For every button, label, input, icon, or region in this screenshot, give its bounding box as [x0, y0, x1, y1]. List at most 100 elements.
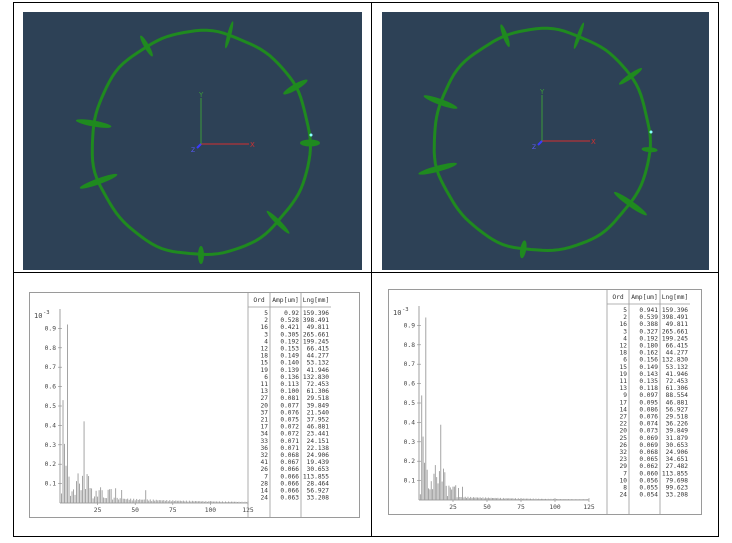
table-cell: 16	[261, 324, 269, 331]
table-cell: 39.849	[307, 402, 330, 409]
table-cell: 0.068	[280, 452, 299, 459]
table-cell: 0.073	[639, 428, 658, 435]
table-cell: 0.055	[639, 485, 658, 492]
x-tick-label: 50	[483, 504, 491, 511]
probe-marker	[649, 130, 653, 134]
x-tick-label: 25	[449, 504, 457, 511]
table-cell: 24.906	[666, 449, 689, 456]
table-cell: 14	[620, 406, 628, 413]
table-cell: 10	[620, 477, 628, 484]
z-axis-line	[196, 143, 202, 149]
table-cell: 44.277	[307, 353, 330, 360]
table-cell: 0.067	[280, 459, 299, 466]
roundness-viewport-right[interactable]: X Y Z	[382, 12, 709, 270]
table-cell: 0.063	[280, 495, 299, 502]
table-cell: 0.060	[639, 470, 658, 477]
y-tick-label: 0.3	[404, 439, 416, 446]
table-cell: 7	[623, 470, 627, 477]
table-cell: 12	[620, 343, 628, 350]
profile-deviation-blob	[613, 191, 647, 216]
table-cell: 72.453	[307, 381, 330, 388]
profile-deviation-blob	[198, 246, 204, 264]
row-divider	[13, 272, 719, 273]
roundness-profile-ring	[432, 26, 652, 253]
table-cell: 32	[620, 449, 628, 456]
table-cell: 20	[620, 428, 628, 435]
x-tick-label: 75	[517, 504, 525, 511]
z-axis-line	[537, 140, 543, 146]
table-cell: 99.623	[666, 485, 689, 492]
x-tick-label: 125	[583, 504, 595, 511]
table-cell: 26	[261, 466, 269, 473]
y-tick-label: 0.8	[404, 342, 416, 349]
table-cell: 23.441	[307, 431, 330, 438]
y-tick-label: 0.4	[404, 419, 416, 426]
table-cell: 26	[620, 442, 628, 449]
profile-deviation-blob	[618, 68, 643, 85]
table-cell: 0.192	[639, 335, 658, 342]
table-cell: 23	[620, 456, 628, 463]
table-cell: 0.095	[639, 399, 658, 406]
table-header-cell: Lng[mm]	[662, 294, 689, 301]
roundness-viewport-left[interactable]: X Y Z	[23, 12, 362, 270]
table-cell: 19	[620, 371, 628, 378]
table-cell: 0.069	[639, 442, 658, 449]
table-cell: 22	[620, 421, 628, 428]
table-cell: 5	[264, 310, 268, 317]
table-cell: 13	[620, 385, 628, 392]
table-cell: 159.396	[303, 310, 329, 317]
table-cell: 265.661	[662, 328, 688, 335]
x-tick-label: 100	[205, 507, 217, 514]
table-cell: 11	[620, 378, 628, 385]
table-cell: 53.132	[307, 360, 330, 367]
table-cell: 199.245	[662, 335, 688, 342]
table-cell: 17	[261, 424, 269, 431]
table-cell: 29.518	[666, 414, 689, 421]
table-cell: 0.065	[639, 456, 658, 463]
table-cell: 66.415	[666, 343, 689, 350]
table-cell: 41.946	[666, 371, 689, 378]
table-cell: 30.653	[307, 466, 330, 473]
y-tick-label: 0.7	[45, 364, 57, 371]
table-cell: 41.946	[307, 367, 330, 374]
profile-deviation-blob	[418, 162, 458, 175]
table-cell: 0.066	[280, 488, 299, 495]
table-cell: 30.653	[666, 442, 689, 449]
profile-deviation-blob	[75, 119, 112, 128]
table-cell: 19	[261, 367, 269, 374]
x-axis-label: X	[591, 138, 596, 146]
table-cell: 34	[261, 431, 269, 438]
profile-deviation-blob	[300, 139, 320, 147]
profile-deviation-blob	[519, 240, 527, 259]
table-header-cell: Amp[um]	[631, 294, 658, 301]
table-cell: 0.139	[280, 367, 299, 374]
table-cell: 0.066	[280, 480, 299, 487]
table-cell: 31.879	[666, 435, 689, 442]
x-axis-label: X	[250, 141, 255, 149]
spectrum-panel-right: 10 -3 0.9 0.8 0.7 0.6 0.5 0.4 0.3 0.2 0.1 25 50 75 100…	[388, 289, 702, 515]
y-exponent-sup: -3	[43, 310, 50, 316]
table-cell: 159.396	[662, 307, 688, 314]
table-cell: 0.539	[639, 314, 658, 321]
table-cell: 37.952	[307, 417, 330, 424]
table-cell: 0.054	[639, 492, 658, 499]
table-cell: 0.097	[639, 392, 658, 399]
y-tick-label: 0.1	[45, 481, 57, 488]
table-cell: 0.075	[280, 417, 299, 424]
profile-deviation-blob	[79, 173, 118, 189]
table-cell: 6	[264, 374, 268, 381]
x-tick-label: 25	[94, 507, 102, 514]
table-header-cell: Amp[um]	[272, 297, 299, 304]
table-cell: 53.132	[666, 364, 689, 371]
table-cell: 0.149	[639, 364, 658, 371]
table-cell: 0.062	[639, 463, 658, 470]
y-exponent-label: 10	[34, 312, 42, 320]
y-tick-label: 0.5	[404, 400, 416, 407]
y-tick-label: 0.6	[404, 381, 416, 388]
table-cell: 36	[261, 445, 269, 452]
table-cell: 4	[264, 338, 268, 345]
spectrum-chart: 10 -30.90.80.70.60.50.40.30.20.125 50 75 100…	[393, 290, 690, 514]
table-cell: 0.066	[280, 466, 299, 473]
table-cell: 27	[261, 395, 269, 402]
table-cell: 0.081	[280, 395, 299, 402]
